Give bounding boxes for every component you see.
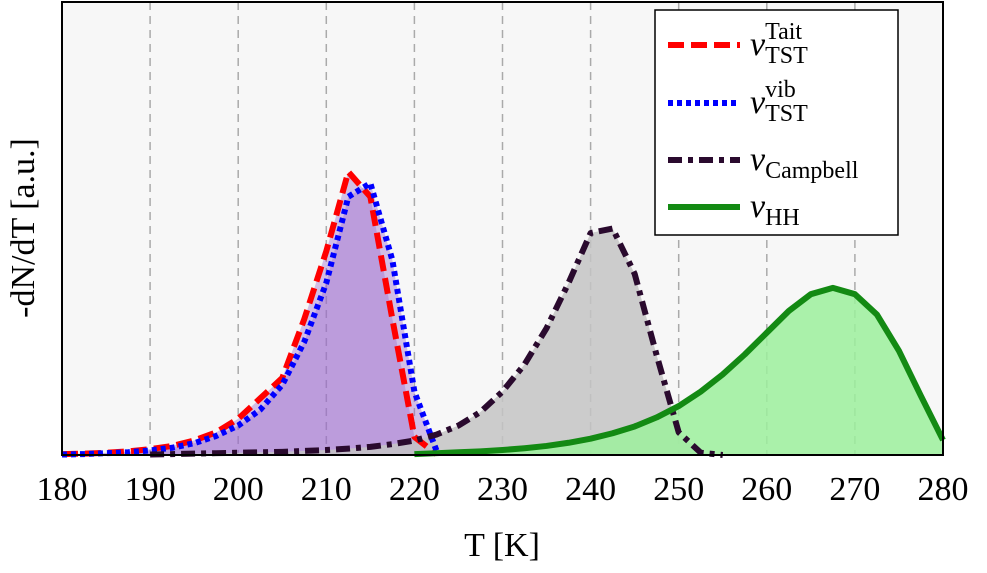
x-tick-label: 200	[213, 471, 264, 508]
x-tick-label: 180	[37, 471, 88, 508]
x-tick-label: 270	[829, 471, 880, 508]
series-line	[414, 284, 946, 458]
area-fill	[414, 287, 943, 455]
legend-label: νCampbell	[750, 141, 859, 184]
x-tick-label: 280	[918, 471, 969, 508]
y-axis-label: -dN/dT [a.u.]	[5, 138, 42, 318]
area-fill	[150, 228, 723, 455]
legend-subscript: TST	[765, 101, 808, 127]
legend-symbol: ν	[750, 188, 766, 225]
plot-frame	[61, 1, 944, 456]
legend-subscript: Campbell	[765, 158, 859, 184]
x-tick-label: 240	[565, 471, 616, 508]
legend-symbol: ν	[750, 26, 766, 63]
x-tick-label: 250	[653, 471, 704, 508]
legend-subscript: HH	[765, 205, 800, 231]
legend-superscript: vib	[765, 77, 796, 103]
area-fill	[62, 183, 437, 455]
series-line	[150, 225, 724, 458]
series-line	[61, 180, 440, 458]
legend-label: νHH	[750, 188, 800, 231]
x-tick-label: 260	[741, 471, 792, 508]
legend-superscript: Tait	[765, 19, 802, 45]
legend-label: νTSTTait	[750, 19, 808, 69]
x-tick-label: 210	[301, 471, 352, 508]
area-fill	[62, 171, 437, 455]
legend-label: νTSTvib	[750, 77, 808, 127]
series-line	[61, 168, 439, 458]
x-tick-label: 220	[389, 471, 440, 508]
legend-subscript: TST	[765, 43, 808, 69]
x-tick-label: 230	[477, 471, 528, 508]
x-tick-label: 190	[125, 471, 176, 508]
legend-symbol: ν	[750, 141, 766, 178]
legend-symbol: ν	[750, 84, 766, 121]
x-axis-label: T [K]	[464, 527, 540, 564]
